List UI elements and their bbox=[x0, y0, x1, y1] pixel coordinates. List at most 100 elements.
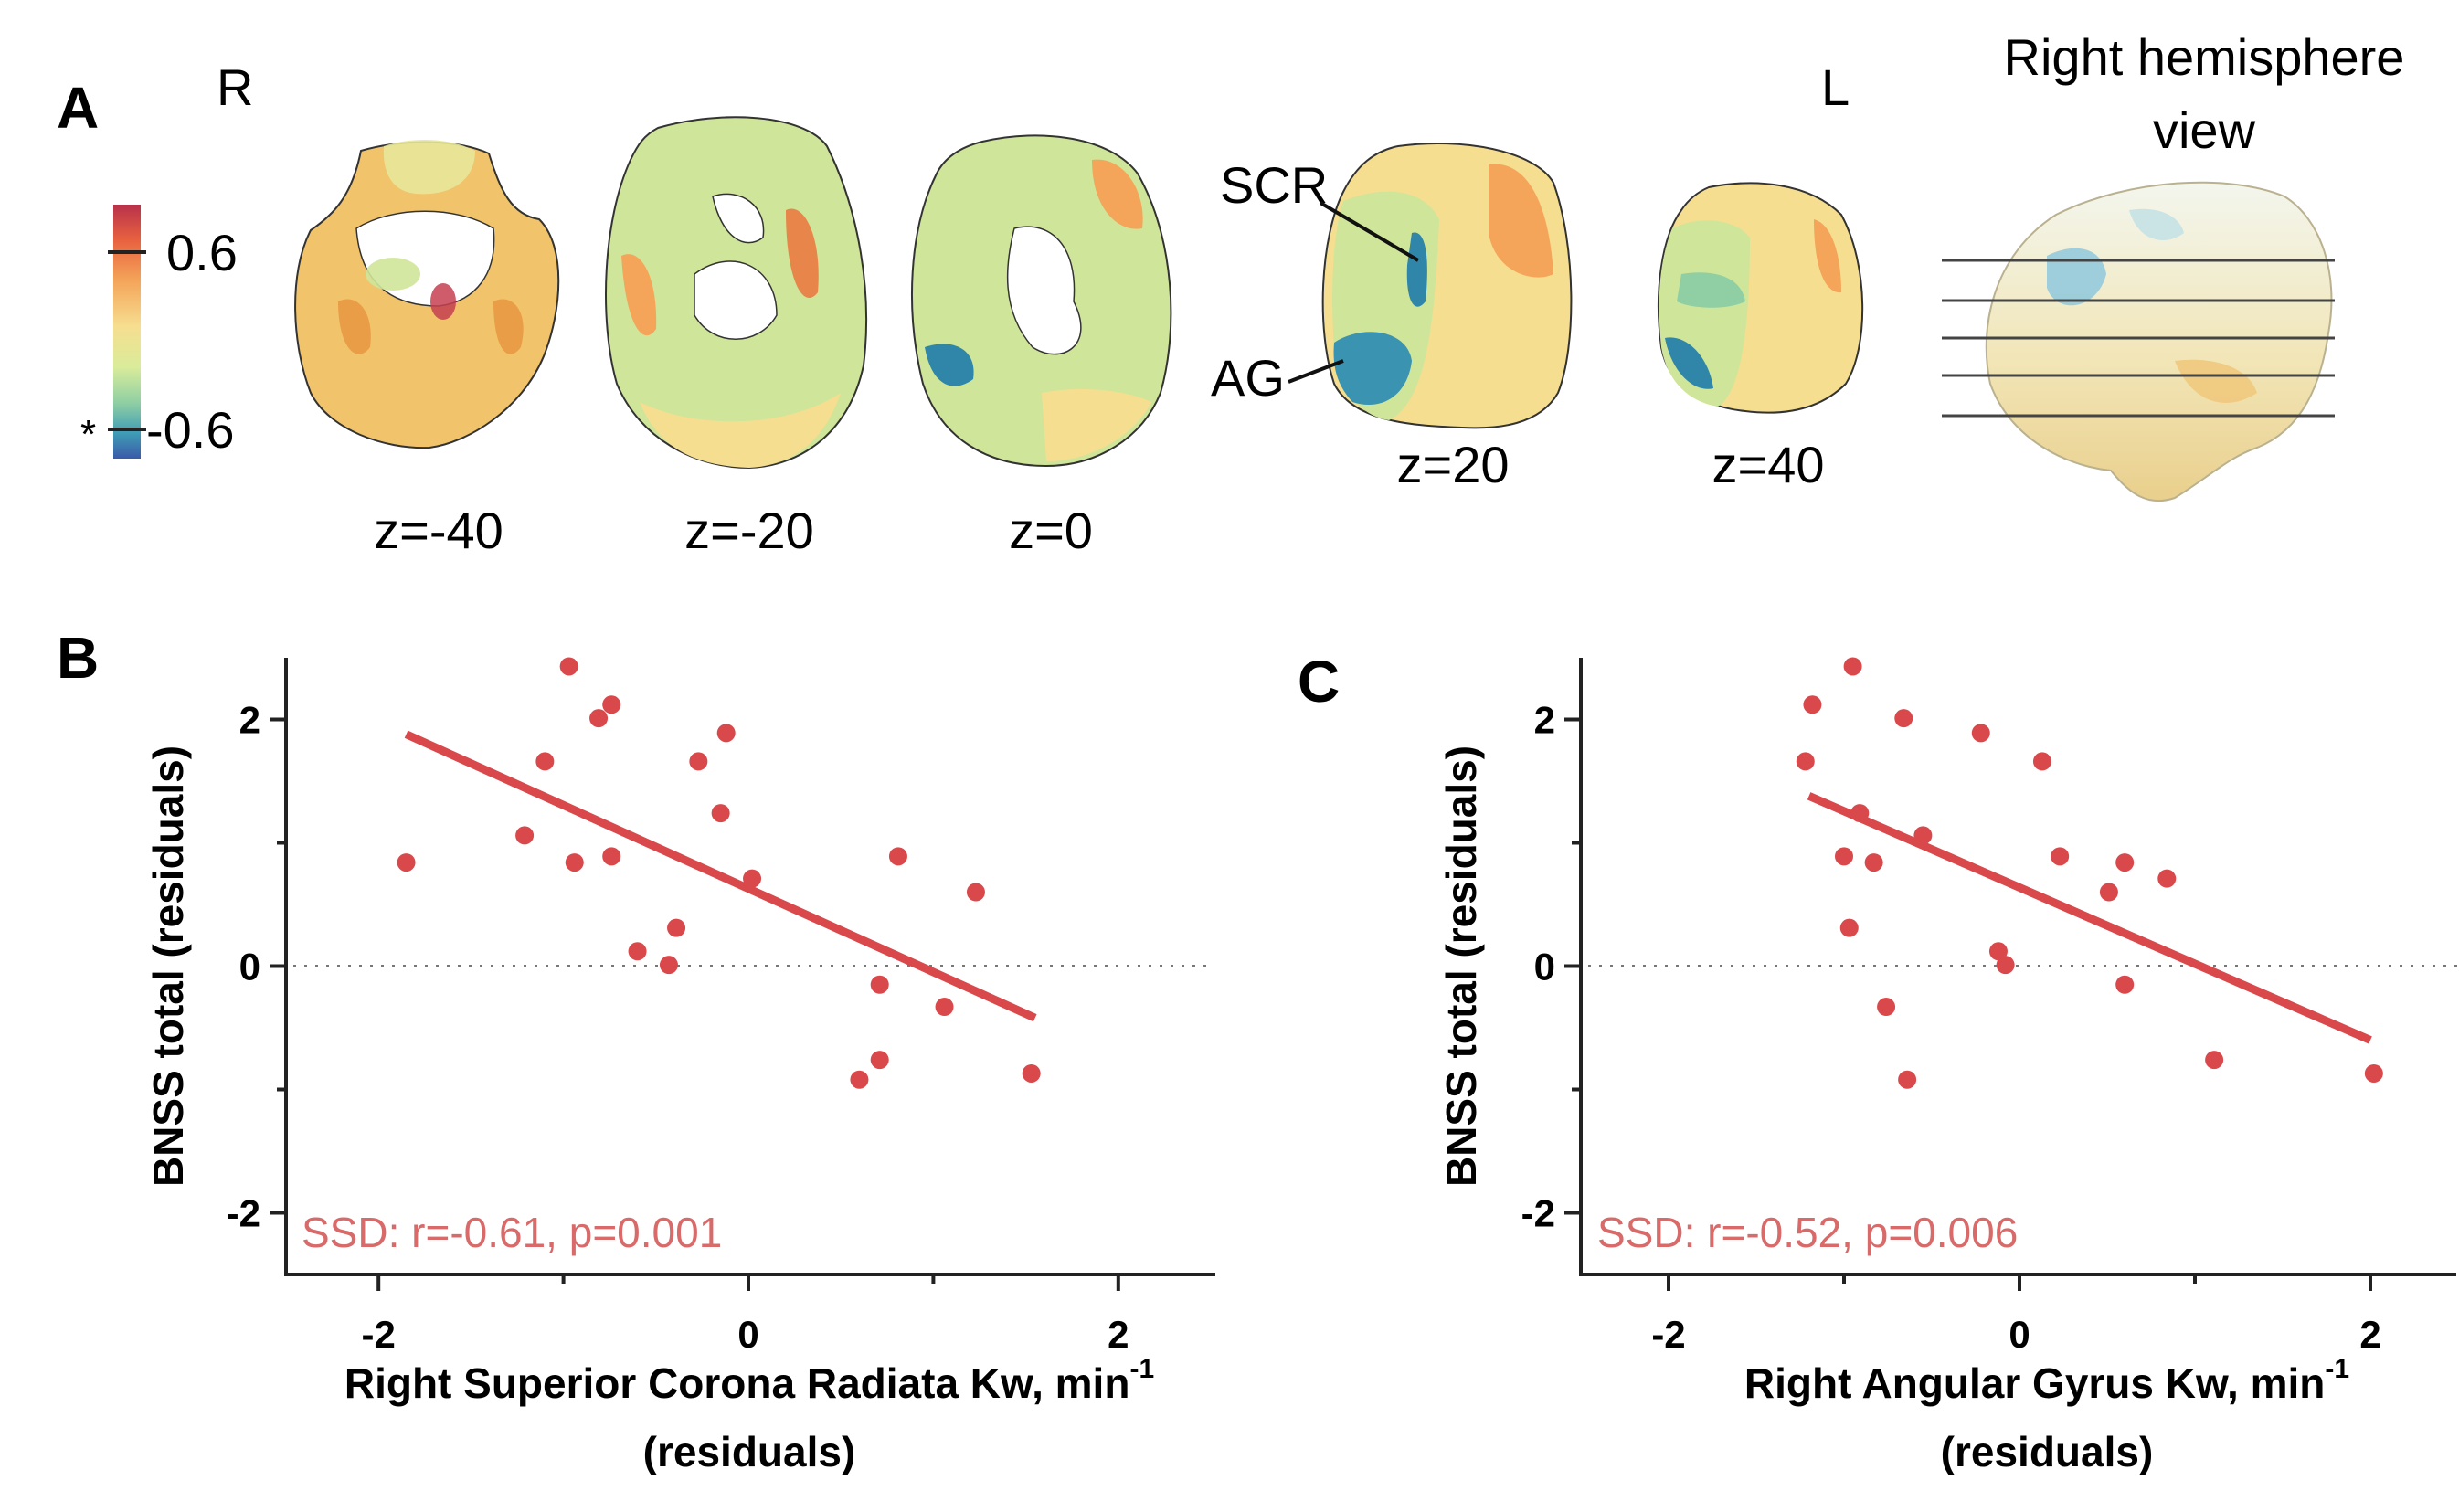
data-point bbox=[1022, 1063, 1041, 1083]
data-point bbox=[935, 998, 954, 1017]
panel-a-letter: A bbox=[57, 75, 99, 141]
data-point bbox=[559, 657, 578, 676]
scatter-plot-c: -2 0 2 -2 0 2 SSD: r=-0.52, p=0.006 BNSS total … bbox=[1437, 657, 2458, 1475]
colorbar-gradient bbox=[113, 205, 141, 459]
colorbar-significance-star: * bbox=[80, 412, 96, 457]
stat-annotation: SSD: r=-0.61, p=0.001 bbox=[302, 1209, 722, 1256]
data-point bbox=[515, 826, 535, 845]
slice-label: z=-20 bbox=[684, 502, 814, 559]
data-point bbox=[1835, 847, 1853, 866]
panel-b: B -2 0 2 -2 0 2 SSD: r=-0.61, p=0.001 BNSS tota… bbox=[57, 625, 1215, 1475]
brain-slice-z0: z=0 bbox=[911, 134, 1172, 559]
y-tick-label: -2 bbox=[227, 1192, 260, 1235]
data-point bbox=[535, 752, 555, 771]
x-axis-title-line2: (residuals) bbox=[1941, 1428, 2154, 1475]
x-axis-title-main: Right Angular Gyrus Kw, min bbox=[1744, 1359, 2326, 1407]
x-tick-label: -2 bbox=[1651, 1313, 1685, 1356]
colorbar-max-label: 0.6 bbox=[166, 224, 238, 281]
data-point bbox=[2157, 869, 2177, 888]
x-tick-label: 2 bbox=[1108, 1313, 1129, 1356]
data-point bbox=[602, 847, 621, 866]
y-axis-title: BNSS total (residuals) bbox=[1437, 745, 1485, 1187]
x-tick-label: 0 bbox=[737, 1313, 758, 1356]
data-point bbox=[870, 975, 889, 994]
orientation-left-label: L bbox=[1821, 58, 1850, 116]
brain-slice-z40: z=40 bbox=[1657, 182, 1864, 493]
data-point bbox=[870, 1051, 889, 1070]
data-point bbox=[2115, 853, 2135, 872]
data-point bbox=[1913, 826, 1933, 845]
data-point bbox=[1850, 804, 1870, 823]
regression-line bbox=[404, 730, 1037, 1022]
hemisphere-title-line1: Right hemisphere bbox=[2004, 28, 2405, 86]
brain-slice-z-40: z=-40 bbox=[294, 140, 560, 559]
x-tick-label: 0 bbox=[2009, 1313, 2030, 1356]
data-point bbox=[2364, 1063, 2383, 1083]
x-axis-title: Right Angular Gyrus Kw, min-1 bbox=[1744, 1354, 2349, 1407]
data-point bbox=[1839, 918, 1859, 937]
data-point bbox=[565, 853, 584, 872]
x-tick-label: -2 bbox=[362, 1313, 396, 1356]
data-point bbox=[850, 1070, 869, 1089]
data-point bbox=[711, 804, 730, 823]
x-axis-title-main: Right Superior Corona Radiata Kw, min bbox=[344, 1359, 1130, 1407]
data-point bbox=[659, 956, 678, 975]
scatter-plot-b: -2 0 2 -2 0 2 SSD: r=-0.61, p=0.001 BNSS total … bbox=[144, 657, 1215, 1475]
data-point bbox=[1796, 752, 1815, 771]
x-axis-title-line2: (residuals) bbox=[643, 1428, 856, 1475]
x-axis-title-superscript: -1 bbox=[2325, 1354, 2349, 1384]
slice-label: z=40 bbox=[1712, 436, 1825, 493]
hemisphere-view: Right hemisphere view bbox=[1942, 28, 2405, 502]
stat-annotation: SSD: r=-0.52, p=0.006 bbox=[1597, 1209, 2018, 1256]
colorbar-min-label: -0.6 bbox=[146, 401, 235, 459]
data-point bbox=[2051, 847, 2070, 866]
scr-leader-line bbox=[1319, 201, 1420, 262]
data-point bbox=[2099, 883, 2118, 902]
slice-label: z=20 bbox=[1397, 436, 1510, 493]
orientation-right-label: R bbox=[217, 58, 253, 116]
data-point bbox=[2032, 752, 2051, 771]
data-point bbox=[888, 847, 907, 866]
data-point bbox=[1971, 724, 1990, 743]
data-point bbox=[716, 724, 736, 743]
panel-c: C -2 0 2 -2 0 2 SSD: r=-0.52, p=0.006 BNSS tota… bbox=[1298, 649, 2458, 1475]
region-callouts: SCR AG bbox=[1211, 156, 1420, 407]
panel-c-letter: C bbox=[1298, 649, 1340, 714]
slice-position-lines bbox=[1942, 259, 2335, 418]
x-tick-label: 2 bbox=[2359, 1313, 2380, 1356]
data-point bbox=[2115, 975, 2135, 994]
data-point bbox=[1988, 942, 2008, 961]
y-tick-label: 0 bbox=[239, 946, 260, 989]
brain-slice-z20: z=20 bbox=[1321, 142, 1573, 493]
brain-slice-z-20: z=-20 bbox=[605, 116, 868, 559]
y-tick-label: -2 bbox=[1521, 1192, 1555, 1235]
y-tick-label: 2 bbox=[1534, 699, 1555, 742]
scr-label: SCR bbox=[1220, 156, 1328, 214]
y-tick-label: 2 bbox=[239, 699, 260, 742]
colorbar: 0.6 -0.6 * bbox=[80, 205, 238, 459]
data-point bbox=[2205, 1051, 2224, 1070]
ag-leader-line bbox=[1288, 359, 1344, 384]
data-point bbox=[1898, 1070, 1917, 1089]
hemisphere-region-blue bbox=[2047, 248, 2106, 306]
data-point bbox=[667, 918, 686, 937]
data-point bbox=[1894, 709, 1913, 728]
data-point bbox=[589, 709, 609, 728]
slice-label: z=-40 bbox=[374, 502, 503, 559]
data-point bbox=[1996, 956, 2015, 975]
data-point bbox=[743, 869, 762, 888]
data-point bbox=[1803, 695, 1822, 714]
hemisphere-title-line2: view bbox=[2153, 101, 2256, 159]
y-axis-title: BNSS total (residuals) bbox=[144, 745, 192, 1187]
ag-label: AG bbox=[1211, 349, 1285, 407]
data-point bbox=[966, 883, 985, 902]
x-axis-title: Right Superior Corona Radiata Kw, min-1 bbox=[344, 1354, 1154, 1407]
y-tick-label: 0 bbox=[1534, 946, 1555, 989]
panel-b-letter: B bbox=[57, 625, 99, 691]
data-point bbox=[628, 942, 647, 961]
data-point bbox=[1864, 853, 1883, 872]
slice-label: z=0 bbox=[1009, 502, 1093, 559]
data-point bbox=[1843, 657, 1862, 676]
panel-a: A R L 0.6 -0.6 * z=-40 bbox=[57, 28, 2404, 559]
